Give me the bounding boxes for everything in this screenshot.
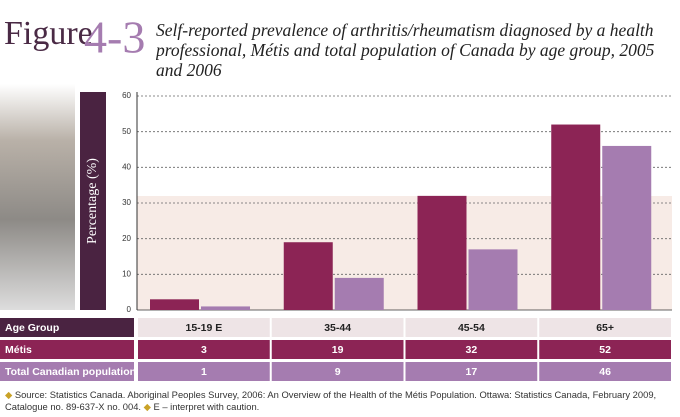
table-value: 46 bbox=[599, 366, 611, 378]
table-value: 32 bbox=[466, 344, 478, 356]
source-note: ◆ Source: Statistics Canada. Aboriginal … bbox=[5, 389, 657, 412]
row-label: Métis bbox=[5, 344, 32, 356]
y-tick-label: 60 bbox=[122, 91, 131, 100]
table-value: 19 bbox=[332, 344, 344, 356]
table-value: 35-44 bbox=[324, 322, 351, 334]
table-cell bbox=[405, 362, 538, 381]
table-value: 17 bbox=[466, 366, 478, 378]
y-tick-label: 10 bbox=[122, 269, 131, 278]
table-cell bbox=[539, 318, 671, 337]
figure-number: 4-3 bbox=[84, 12, 145, 63]
table-value: 15-19 E bbox=[185, 322, 222, 334]
table-cell bbox=[138, 318, 270, 337]
table-cell bbox=[271, 318, 404, 337]
table-value: 3 bbox=[201, 344, 207, 356]
y-tick-label: 50 bbox=[122, 127, 131, 136]
y-tick-label: 40 bbox=[122, 162, 131, 171]
row-label-cell bbox=[0, 362, 134, 381]
table-value: 9 bbox=[335, 366, 341, 378]
bar bbox=[551, 124, 601, 311]
title-box: Self-reported prevalence of arthritis/rh… bbox=[156, 20, 655, 80]
y-tick-label: 20 bbox=[122, 234, 131, 243]
table-cell bbox=[405, 318, 538, 337]
table-cell bbox=[271, 362, 404, 381]
bar bbox=[150, 299, 199, 310]
figure-word: Figure bbox=[4, 15, 93, 52]
table-cell bbox=[138, 362, 270, 381]
bar bbox=[417, 195, 467, 310]
table-value: 45-54 bbox=[458, 322, 485, 334]
table-cell bbox=[405, 340, 538, 359]
y-tick-label: 0 bbox=[127, 305, 132, 314]
y-label-band bbox=[80, 92, 106, 310]
chart-title: Self-reported prevalence of arthritis/rh… bbox=[156, 20, 655, 80]
note: E – interpret with caution. bbox=[153, 401, 260, 412]
table-cell bbox=[138, 340, 270, 359]
bar bbox=[201, 306, 250, 310]
y-tick-label: 30 bbox=[122, 198, 131, 207]
table-cell bbox=[539, 362, 671, 381]
y-axis-label: Percentage (%) bbox=[85, 158, 100, 244]
bar bbox=[468, 249, 518, 310]
table-cell bbox=[539, 340, 671, 359]
chart: Figure 4-3 Self-reported prevalence of a… bbox=[0, 12, 672, 381]
table-value: 65+ bbox=[596, 322, 614, 334]
bar bbox=[283, 242, 333, 310]
photo bbox=[0, 84, 75, 310]
row-label-cell bbox=[0, 318, 134, 337]
row-label-cell bbox=[0, 340, 134, 359]
table-value: 52 bbox=[599, 344, 611, 356]
row-label: Total Canadian population bbox=[5, 366, 136, 378]
table-value: 1 bbox=[201, 366, 207, 378]
bar bbox=[602, 145, 652, 310]
table-cell bbox=[271, 340, 404, 359]
row-label: Age Group bbox=[5, 322, 59, 334]
source: Source: Statistics Canada. Aboriginal Pe… bbox=[5, 389, 657, 412]
bar bbox=[334, 277, 384, 310]
